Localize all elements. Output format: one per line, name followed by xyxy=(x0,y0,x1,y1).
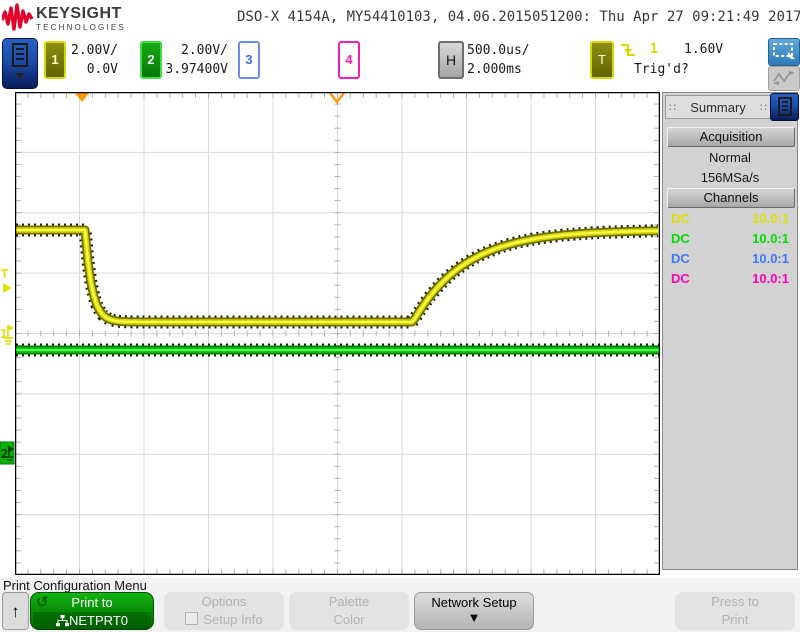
waveform-display xyxy=(15,92,660,575)
channel-3-button[interactable]: 3 xyxy=(238,41,260,79)
channel-4-button[interactable]: 4 xyxy=(338,41,360,79)
horizontal-readout: 500.0us/ 2.000ms xyxy=(467,41,541,79)
trigger-delay-marker[interactable] xyxy=(75,93,89,102)
menu-title: Print Configuration Menu xyxy=(3,578,147,593)
press-to-print-button: Press to Print xyxy=(675,592,795,630)
ch1-ground-label: 1 xyxy=(0,327,7,341)
channel-3-summary-row: DC 10.0:1 xyxy=(671,251,789,266)
trigger-status: Trig'd? xyxy=(634,62,689,77)
trigger-level-label: T xyxy=(1,267,8,281)
ch2-ground-marker[interactable]: 2 xyxy=(0,441,15,465)
softkey-menu: Print Configuration Menu ↑ ↺ Print to NE… xyxy=(0,578,800,632)
waveform-arrows-icon xyxy=(773,71,795,85)
instrument-title: DSO-X 4154A, MY54410103, 04.06.201505120… xyxy=(237,9,800,25)
trigger-button[interactable]: T xyxy=(590,41,614,79)
refresh-icon: ↺ xyxy=(36,594,49,611)
printer-name-line: NETPRT0 xyxy=(33,612,151,630)
channel-1-readout: 2.00V/ 0.0V xyxy=(58,41,118,79)
ch1-trace xyxy=(16,228,659,324)
palette-value: Color xyxy=(333,612,365,627)
channel-markers: T 1 2 xyxy=(0,267,15,465)
channel-2-button[interactable]: 2 xyxy=(140,41,162,79)
options-value: Setup Info xyxy=(164,611,284,629)
rect-select-icon xyxy=(773,43,795,59)
options-label: Options xyxy=(201,594,247,609)
ch1-coupling: DC xyxy=(671,211,690,226)
falling-edge-icon xyxy=(621,44,635,56)
header: KEYSIGHT TECHNOLOGIES DSO-X 4154A, MY544… xyxy=(0,0,800,36)
network-printer-icon xyxy=(56,615,69,627)
waveform-tool-button[interactable] xyxy=(768,66,800,91)
ch2-coupling: DC xyxy=(671,231,690,246)
channel-2-summary-row: DC 10.0:1 xyxy=(671,231,789,246)
ch3-coupling: DC xyxy=(671,251,690,266)
horizontal-button[interactable]: H xyxy=(438,41,464,79)
ch4-coupling: DC xyxy=(671,271,690,286)
checkbox-icon xyxy=(185,612,199,625)
channel-2-offset: 3.97400V xyxy=(165,62,228,77)
channel-2-scale: 2.00V/ xyxy=(181,43,228,58)
rect-select-button[interactable] xyxy=(768,38,800,66)
trigger-level-marker[interactable] xyxy=(3,283,12,293)
trigger-source: 1 xyxy=(650,42,658,57)
ch4-probe: 10.0:1 xyxy=(752,271,789,286)
sample-rate: 156MSa/s xyxy=(700,170,760,185)
palette-label: Palette xyxy=(328,594,370,609)
printer-name: NETPRT0 xyxy=(69,613,128,628)
acquisition-mode: Normal xyxy=(709,150,751,165)
channel-1-offset: 0.0V xyxy=(86,62,118,77)
summary-sidebar: ∷ Summary ∷ Acquisition Normal 156MSa/s … xyxy=(662,92,799,570)
sidebar-menu-button[interactable] xyxy=(770,93,799,121)
channel-2-readout: 2.00V/ 3.97400V xyxy=(162,41,228,79)
document-menu-icon xyxy=(777,97,792,116)
summary-tab-label: Summary xyxy=(690,99,746,115)
channel-1-button[interactable]: 1 xyxy=(44,41,66,79)
down-arrow-icon: ▼ xyxy=(467,610,481,625)
main-menu-button[interactable] xyxy=(2,38,38,89)
ch1-probe: 10.0:1 xyxy=(752,211,789,226)
channel-1-scale: 2.00V/ xyxy=(71,43,118,58)
acquisition-header[interactable]: Acquisition xyxy=(667,127,795,147)
ch1-ground-marker[interactable] xyxy=(4,325,14,345)
channels-header[interactable]: Channels xyxy=(667,188,795,208)
palette-button: Palette Color xyxy=(289,592,409,630)
grid-border xyxy=(15,92,660,575)
trigger-level: 1.60V xyxy=(684,42,724,57)
channel-1-summary-row: DC 10.0:1 xyxy=(671,211,789,226)
print-to-label: Print to xyxy=(71,595,113,610)
trigger-time-marker[interactable] xyxy=(329,92,345,105)
summary-tab[interactable]: ∷ Summary ∷ xyxy=(665,95,771,119)
timebase-scale: 500.0us/ xyxy=(467,43,530,58)
channel-4-summary-row: DC 10.0:1 xyxy=(671,271,789,286)
timebase-delay: 2.000ms xyxy=(467,62,522,77)
ch2-probe: 10.0:1 xyxy=(752,231,789,246)
grip-icon: ∷ xyxy=(760,101,767,114)
brand-name: KEYSIGHT xyxy=(36,5,122,22)
options-button: Options Setup Info xyxy=(164,592,284,630)
back-button[interactable]: ↑ xyxy=(2,592,29,630)
press-value: Print xyxy=(721,612,749,627)
network-setup-label: Network Setup xyxy=(431,595,517,610)
print-to-button[interactable]: ↺ Print to NETPRT0 xyxy=(30,592,154,630)
keysight-logo-icon xyxy=(2,3,34,31)
ch3-probe: 10.0:1 xyxy=(752,251,789,266)
press-label: Press to xyxy=(711,594,759,609)
brand-text: KEYSIGHT TECHNOLOGIES xyxy=(36,6,126,32)
grip-icon: ∷ xyxy=(669,101,676,114)
svg-text:2: 2 xyxy=(1,447,8,461)
brand-sub: TECHNOLOGIES xyxy=(36,23,126,32)
network-setup-button[interactable]: Network Setup ▼ xyxy=(414,592,534,630)
document-menu-icon xyxy=(12,43,28,79)
